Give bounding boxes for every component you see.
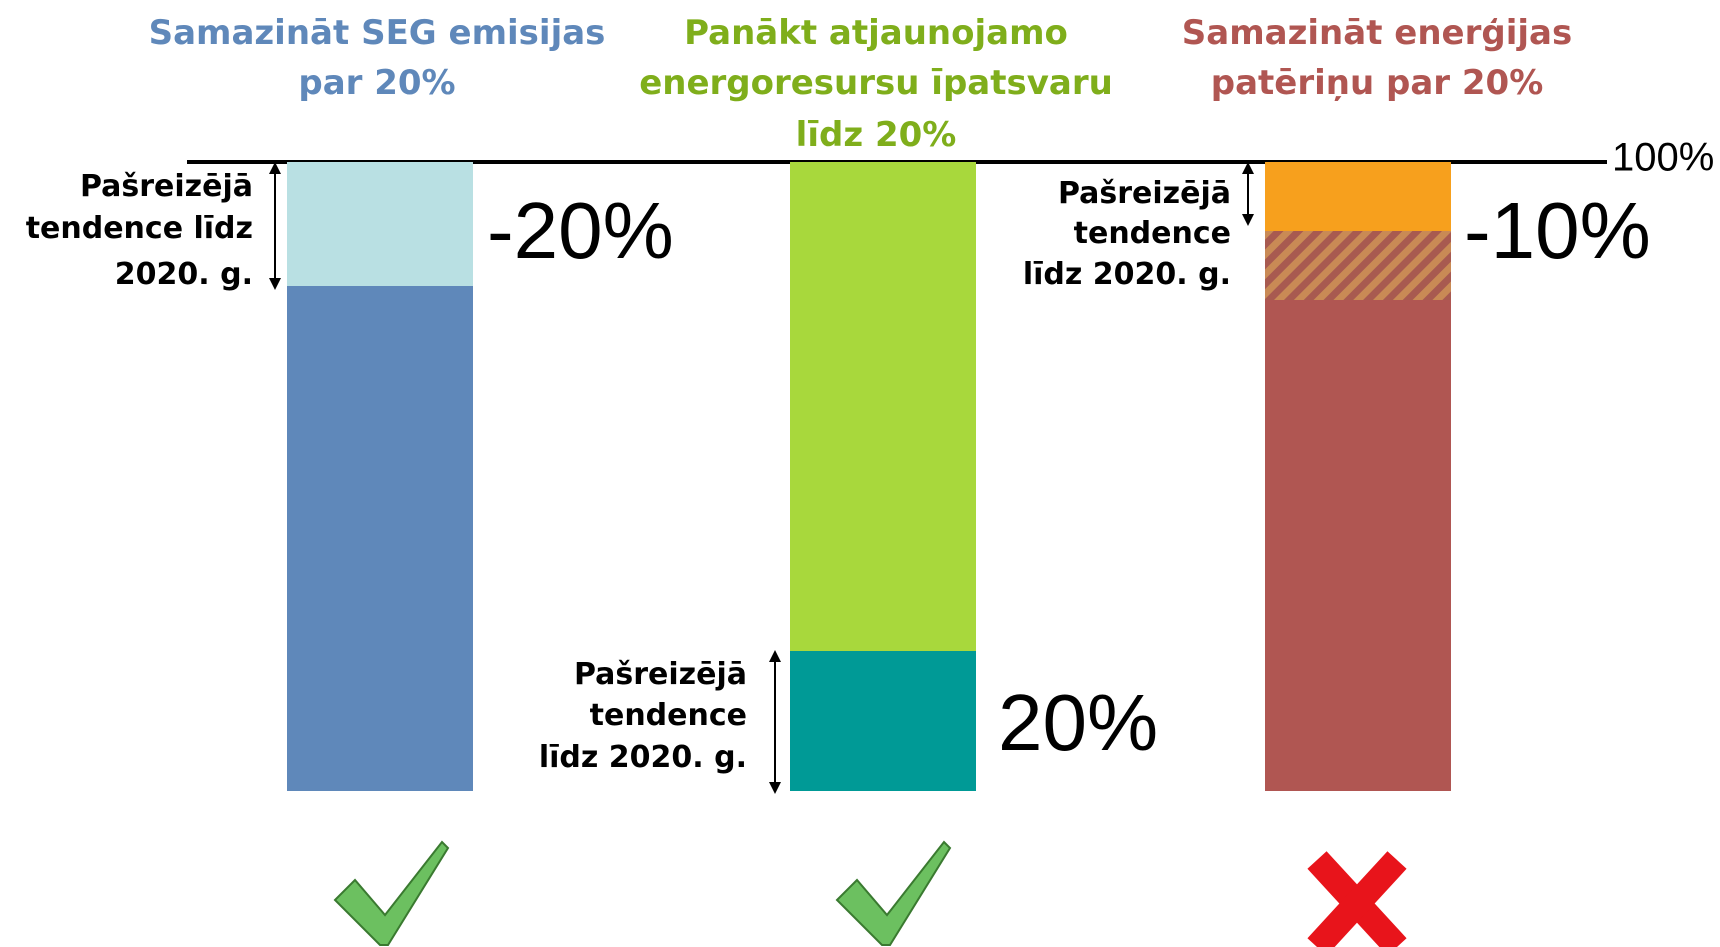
change-label: -20% bbox=[487, 186, 674, 275]
note-line: tendence bbox=[590, 698, 747, 733]
title-line: Panākt atjaunojamo bbox=[684, 13, 1068, 53]
bar-segment bbox=[1265, 300, 1451, 791]
check-icon bbox=[333, 840, 450, 946]
title-line: Samazināt enerģijas bbox=[1182, 13, 1572, 53]
note-line: Pašreizējā bbox=[574, 657, 747, 692]
note-line: tendence līdz bbox=[26, 211, 253, 246]
note-line: 2020. g. bbox=[115, 257, 253, 292]
bar-segment bbox=[287, 162, 473, 286]
bar-segment bbox=[790, 162, 976, 651]
cross-icon bbox=[1307, 851, 1407, 947]
note-line: Pašreizējā bbox=[80, 169, 253, 204]
title-line: Samazināt SEG emisijas bbox=[149, 13, 606, 53]
reference-label: 100% bbox=[1612, 136, 1714, 180]
title-line: līdz 20% bbox=[796, 115, 957, 155]
change-label: -10% bbox=[1464, 186, 1651, 275]
bar-segment bbox=[790, 651, 976, 791]
bar-segment bbox=[1265, 162, 1451, 231]
change-label: 20% bbox=[998, 678, 1158, 767]
note-line: līdz 2020. g. bbox=[1023, 257, 1231, 292]
title-line: energoresursu īpatsvaru bbox=[639, 63, 1113, 103]
note-line: līdz 2020. g. bbox=[539, 740, 747, 775]
title-line: par 20% bbox=[298, 63, 455, 103]
note-line: tendence bbox=[1074, 216, 1231, 251]
title-line: patēriņu par 20% bbox=[1211, 63, 1544, 103]
note-line: Pašreizējā bbox=[1058, 176, 1231, 211]
bar-segment bbox=[1265, 231, 1451, 300]
bar-segment bbox=[287, 286, 473, 791]
check-icon bbox=[835, 840, 952, 946]
